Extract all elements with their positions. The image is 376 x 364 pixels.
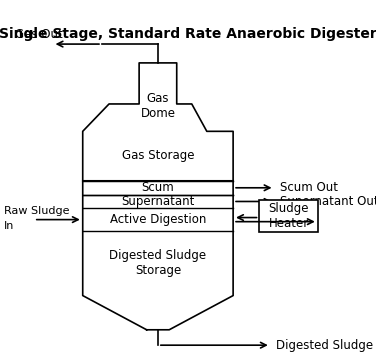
Bar — [259, 200, 318, 232]
Text: Gas
Dome: Gas Dome — [140, 92, 176, 120]
Text: Digested Sludge
Storage: Digested Sludge Storage — [109, 249, 206, 277]
Text: Gas Out: Gas Out — [15, 28, 63, 41]
Text: Gas Storage: Gas Storage — [122, 149, 194, 162]
Text: Active Digestion: Active Digestion — [110, 213, 206, 226]
Text: Scum: Scum — [141, 181, 174, 194]
Text: Supernatant Out: Supernatant Out — [280, 195, 376, 208]
Text: In: In — [4, 221, 14, 231]
Text: Single Stage, Standard Rate Anaerobic Digester: Single Stage, Standard Rate Anaerobic Di… — [0, 27, 376, 41]
Text: Digested Sludge Out.: Digested Sludge Out. — [276, 339, 376, 352]
Text: Supernatant: Supernatant — [121, 195, 195, 208]
Text: Raw Sludge: Raw Sludge — [4, 206, 69, 216]
Text: Sludge
Heater: Sludge Heater — [268, 202, 309, 230]
Text: Scum Out: Scum Out — [280, 181, 338, 194]
